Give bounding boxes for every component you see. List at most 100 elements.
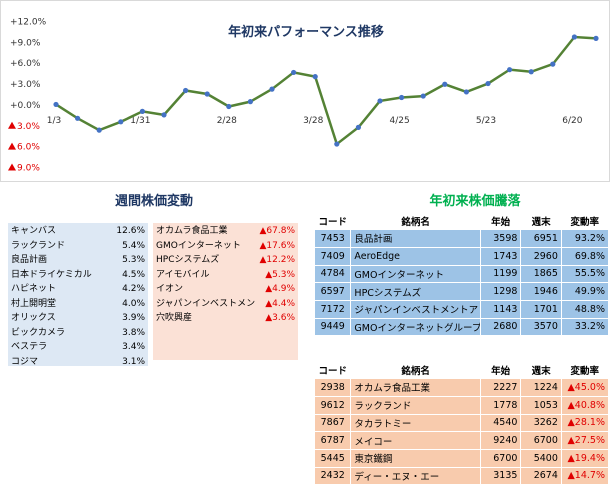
header-start: 年始 xyxy=(480,361,521,379)
table-header-row: コード 銘柄名 年始 週末 変動率 xyxy=(314,361,608,379)
table-header-row: コード 銘柄名 年始 週末 変動率 xyxy=(314,212,608,230)
cell-code: 4784 xyxy=(313,265,351,284)
cell-end: 1946 xyxy=(520,282,562,301)
cell-name: 東京鐵鋼 xyxy=(350,449,481,468)
data-point xyxy=(204,91,210,97)
negative-marker xyxy=(8,121,16,129)
cell-start: 1143 xyxy=(479,300,521,319)
stock-change: 4.0% xyxy=(122,298,145,309)
cell-start: 2680 xyxy=(479,318,521,337)
x-tick-label: 5/23 xyxy=(476,116,496,126)
y-tick-label: 3.0% xyxy=(17,122,40,132)
cell-end: 2674 xyxy=(520,467,562,485)
stock-change: 3.1% xyxy=(122,356,145,367)
cell-rate: 55.5% xyxy=(560,265,608,284)
data-point xyxy=(312,74,318,80)
cell-start: 4540 xyxy=(479,414,521,433)
cell-rate: ▲40.8% xyxy=(560,396,608,415)
header-rate: 変動率 xyxy=(561,212,608,230)
list-item: オカムラ食品工業 ▲67.8% xyxy=(156,224,295,239)
cell-end: 1701 xyxy=(520,300,562,319)
cell-name: ラックランド xyxy=(350,396,481,415)
cell-rate: ▲45.0% xyxy=(560,378,608,397)
table-row: 4784 GMOインターネット 1199 1865 55.5% xyxy=(313,265,608,284)
list-item: 良品計画 5.3% xyxy=(11,253,145,268)
header-rate: 変動率 xyxy=(561,361,608,379)
x-tick-label: 6/20 xyxy=(562,116,582,126)
cell-code: 2432 xyxy=(313,467,351,485)
cell-rate: 69.8% xyxy=(560,247,608,266)
data-point xyxy=(442,81,448,87)
data-point xyxy=(291,69,297,76)
data-point xyxy=(96,127,102,133)
stock-name: イオン xyxy=(156,284,184,294)
data-point xyxy=(399,94,405,101)
table-row: 6597 HPCシステムズ 1298 1946 49.9% xyxy=(313,282,608,301)
cell-end: 5400 xyxy=(520,449,562,468)
list-item: 日本ドライケミカル 4.5% xyxy=(11,268,145,283)
list-item: ラックランド 5.4% xyxy=(11,239,145,254)
cell-start: 3598 xyxy=(479,229,521,248)
data-point xyxy=(139,108,145,114)
stock-name: ビックカメラ xyxy=(11,327,66,338)
stock-name: ハピネット xyxy=(11,284,57,294)
x-tick-label: 2/28 xyxy=(217,116,237,126)
cell-rate: 48.8% xyxy=(560,300,608,319)
stock-change: 3.4% xyxy=(122,342,145,352)
cell-end: 1865 xyxy=(520,265,562,284)
list-item: HPCシステムズ ▲12.2% xyxy=(156,253,295,268)
header-code: コード xyxy=(314,361,351,379)
ytd-title: 年初来株価騰落 xyxy=(429,194,521,209)
cell-rate: ▲14.7% xyxy=(560,467,608,485)
table-row: 9449 GMOインターネットグループ 2680 3570 33.2% xyxy=(313,318,608,337)
stock-change: 3.8% xyxy=(122,327,145,338)
cell-rate: 93.2% xyxy=(560,229,608,248)
stock-change: ▲4.9% xyxy=(265,284,295,294)
stock-name: 村上開明堂 xyxy=(11,298,57,309)
stock-change: ▲3.6% xyxy=(265,313,295,323)
stock-change: ▲5.3% xyxy=(265,269,295,280)
cell-rate: ▲19.4% xyxy=(560,449,608,468)
y-tick-label: +3.0% xyxy=(10,80,41,90)
header-code: コード xyxy=(314,212,351,230)
stock-change: 4.2% xyxy=(122,284,145,294)
table-row: 9612 ラックランド 1778 1053 ▲40.8% xyxy=(313,396,608,415)
x-tick-label: 4/25 xyxy=(389,116,409,126)
cell-code: 7172 xyxy=(313,300,351,319)
y-tick-label: 9.0% xyxy=(17,164,40,174)
stock-change: 12.6% xyxy=(116,226,145,236)
cell-name: HPCシステムズ xyxy=(350,282,481,301)
weekly-title: 週間株価変動 xyxy=(114,194,193,209)
x-tick-label: 3/28 xyxy=(303,116,323,126)
cell-code: 7453 xyxy=(313,229,351,248)
list-item: キャンバス 12.6% xyxy=(11,224,145,239)
stock-name: ジャパンインベストメン xyxy=(156,298,256,309)
data-point xyxy=(420,93,426,99)
list-item: GMOインターネット ▲17.6% xyxy=(156,239,295,254)
list-item: ハピネット 4.2% xyxy=(11,282,145,297)
table-row: 7867 タカラトミー 4540 3262 ▲28.1% xyxy=(313,414,608,433)
data-point xyxy=(53,101,59,108)
stock-name: GMOインターネット xyxy=(156,240,241,251)
data-point xyxy=(507,67,513,73)
y-tick-label: +9.0% xyxy=(10,38,41,48)
cell-end: 1224 xyxy=(520,378,562,397)
list-item: 穴吹興産 ▲3.6% xyxy=(156,311,295,326)
y-tick-label: 6.0% xyxy=(17,143,40,153)
table-row: 7172ジャパンインベストメントアドバイザ1143170148.8% xyxy=(313,300,608,319)
header-start: 年始 xyxy=(480,212,521,230)
stock-name: 日本ドライケミカル xyxy=(11,269,92,280)
header-name: 銘柄名 xyxy=(350,212,481,230)
data-point xyxy=(247,99,253,105)
cell-start: 1298 xyxy=(479,282,521,301)
list-item: ビックカメラ 3.8% xyxy=(11,326,145,341)
stock-change: ▲4.4% xyxy=(265,298,295,309)
cell-name: ジャパンインベストメントアドバイザ xyxy=(350,300,481,319)
stock-change: 5.4% xyxy=(122,240,145,251)
stock-name: 良品計画 xyxy=(11,255,48,265)
table-row: 5445 東京鐵鋼 6700 5400 ▲19.4% xyxy=(313,449,608,468)
stock-name: コジマ xyxy=(11,356,39,367)
stock-name: ラックランド xyxy=(11,240,66,251)
header-end: 週末 xyxy=(520,361,562,379)
cell-start: 1743 xyxy=(479,247,521,266)
